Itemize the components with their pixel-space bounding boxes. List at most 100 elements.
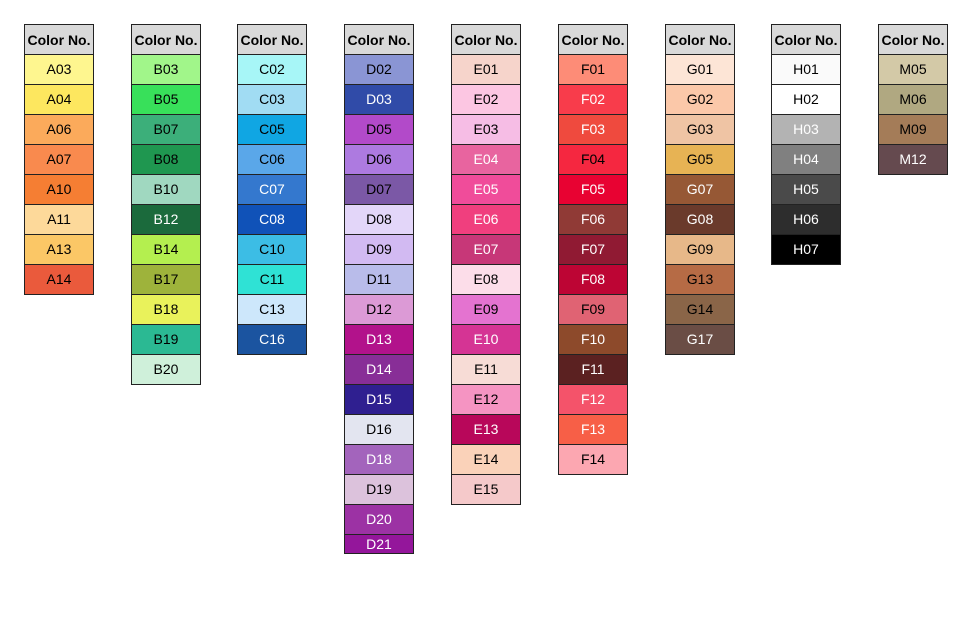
color-swatch-c08: C08 xyxy=(238,205,306,235)
color-swatch-c02: C02 xyxy=(238,55,306,85)
color-swatch-d15: D15 xyxy=(345,385,413,415)
column-header: Color No. xyxy=(559,25,627,55)
color-swatch-e06: E06 xyxy=(452,205,520,235)
color-swatch-f07: F07 xyxy=(559,235,627,265)
color-swatch-e11: E11 xyxy=(452,355,520,385)
color-swatch-h03: H03 xyxy=(772,115,840,145)
color-swatch-f11: F11 xyxy=(559,355,627,385)
color-swatch-g09: G09 xyxy=(666,235,734,265)
color-swatch-g14: G14 xyxy=(666,295,734,325)
color-column-f: Color No. F01 F02 F03 F04 F05 F06 F07 F08 F09 F10 F… xyxy=(558,24,628,475)
color-column-a: Color No. A03 A04 A06 A07 A10 A11 A13 A14 xyxy=(24,24,94,295)
color-swatch-a13: A13 xyxy=(25,235,93,265)
color-swatch-a11: A11 xyxy=(25,205,93,235)
column-header: Color No. xyxy=(879,25,947,55)
color-swatch-d06: D06 xyxy=(345,145,413,175)
color-swatch-a07: A07 xyxy=(25,145,93,175)
color-swatch-d12: D12 xyxy=(345,295,413,325)
color-swatch-f05: F05 xyxy=(559,175,627,205)
color-swatch-g13: G13 xyxy=(666,265,734,295)
color-swatch-c05: C05 xyxy=(238,115,306,145)
color-swatch-c16: C16 xyxy=(238,325,306,355)
color-swatch-e13: E13 xyxy=(452,415,520,445)
color-swatch-b07: B07 xyxy=(132,115,200,145)
color-swatch-h02: H02 xyxy=(772,85,840,115)
color-swatch-b17: B17 xyxy=(132,265,200,295)
color-swatch-f09: F09 xyxy=(559,295,627,325)
color-swatch-a14: A14 xyxy=(25,265,93,295)
column-header: Color No. xyxy=(452,25,520,55)
color-swatch-b03: B03 xyxy=(132,55,200,85)
color-swatch-b19: B19 xyxy=(132,325,200,355)
color-swatch-c13: C13 xyxy=(238,295,306,325)
color-swatch-d18: D18 xyxy=(345,445,413,475)
color-swatch-b14: B14 xyxy=(132,235,200,265)
color-swatch-f13: F13 xyxy=(559,415,627,445)
color-swatch-f01: F01 xyxy=(559,55,627,85)
color-swatch-e15: E15 xyxy=(452,475,520,505)
color-swatch-e10: E10 xyxy=(452,325,520,355)
color-swatch-d03: D03 xyxy=(345,85,413,115)
color-swatch-d16: D16 xyxy=(345,415,413,445)
color-swatch-b20: B20 xyxy=(132,355,200,385)
color-swatch-f14: F14 xyxy=(559,445,627,475)
color-swatch-m06: M06 xyxy=(879,85,947,115)
color-swatch-b05: B05 xyxy=(132,85,200,115)
color-swatch-c11: C11 xyxy=(238,265,306,295)
color-swatch-d20: D20 xyxy=(345,505,413,535)
color-swatch-c10: C10 xyxy=(238,235,306,265)
color-swatch-g02: G02 xyxy=(666,85,734,115)
color-swatch-e03: E03 xyxy=(452,115,520,145)
color-swatch-e02: E02 xyxy=(452,85,520,115)
color-swatch-d13: D13 xyxy=(345,325,413,355)
color-swatch-b18: B18 xyxy=(132,295,200,325)
color-swatch-d14: D14 xyxy=(345,355,413,385)
color-swatch-g03: G03 xyxy=(666,115,734,145)
color-swatch-b10: B10 xyxy=(132,175,200,205)
color-swatch-f10: F10 xyxy=(559,325,627,355)
color-swatch-a03: A03 xyxy=(25,55,93,85)
color-swatch-d07: D07 xyxy=(345,175,413,205)
color-swatch-e07: E07 xyxy=(452,235,520,265)
color-swatch-e05: E05 xyxy=(452,175,520,205)
color-swatch-e04: E04 xyxy=(452,145,520,175)
color-swatch-d02: D02 xyxy=(345,55,413,85)
color-swatch-b08: B08 xyxy=(132,145,200,175)
color-swatch-m05: M05 xyxy=(879,55,947,85)
color-column-m: Color No. M05 M06 M09 M12 xyxy=(878,24,948,175)
color-column-b: Color No. B03 B05 B07 B08 B10 B12 B14 B17 B18 B19 B… xyxy=(131,24,201,385)
color-swatch-a10: A10 xyxy=(25,175,93,205)
column-header: Color No. xyxy=(132,25,200,55)
color-swatch-a04: A04 xyxy=(25,85,93,115)
column-header: Color No. xyxy=(345,25,413,55)
color-swatch-f06: F06 xyxy=(559,205,627,235)
color-swatch-b12: B12 xyxy=(132,205,200,235)
color-swatch-h05: H05 xyxy=(772,175,840,205)
color-swatch-h07: H07 xyxy=(772,235,840,265)
color-swatch-f02: F02 xyxy=(559,85,627,115)
color-column-c: Color No. C02 C03 C05 C06 C07 C08 C10 C11 C13 C16 xyxy=(237,24,307,355)
color-swatch-h04: H04 xyxy=(772,145,840,175)
color-swatch-h01: H01 xyxy=(772,55,840,85)
color-column-d: Color No. D02 D03 D05 D06 D07 D08 D09 D11 D12 D13 D… xyxy=(344,24,414,554)
color-swatch-g05: G05 xyxy=(666,145,734,175)
color-swatch-f12: F12 xyxy=(559,385,627,415)
color-column-e: Color No. E01 E02 E03 E04 E05 E06 E07 E08 E09 E10 E… xyxy=(451,24,521,505)
color-swatch-c03: C03 xyxy=(238,85,306,115)
color-swatch-d08: D08 xyxy=(345,205,413,235)
color-swatch-d05: D05 xyxy=(345,115,413,145)
color-swatch-c06: C06 xyxy=(238,145,306,175)
column-header: Color No. xyxy=(25,25,93,55)
color-swatch-e09: E09 xyxy=(452,295,520,325)
color-swatch-f04: F04 xyxy=(559,145,627,175)
color-swatch-m12: M12 xyxy=(879,145,947,175)
color-swatch-d11: D11 xyxy=(345,265,413,295)
color-swatch-c07: C07 xyxy=(238,175,306,205)
color-swatch-g17: G17 xyxy=(666,325,734,355)
color-column-h: Color No. H01 H02 H03 H04 H05 H06 H07 xyxy=(771,24,841,265)
color-swatch-e12: E12 xyxy=(452,385,520,415)
color-swatch-g01: G01 xyxy=(666,55,734,85)
color-swatch-e08: E08 xyxy=(452,265,520,295)
color-swatch-f03: F03 xyxy=(559,115,627,145)
